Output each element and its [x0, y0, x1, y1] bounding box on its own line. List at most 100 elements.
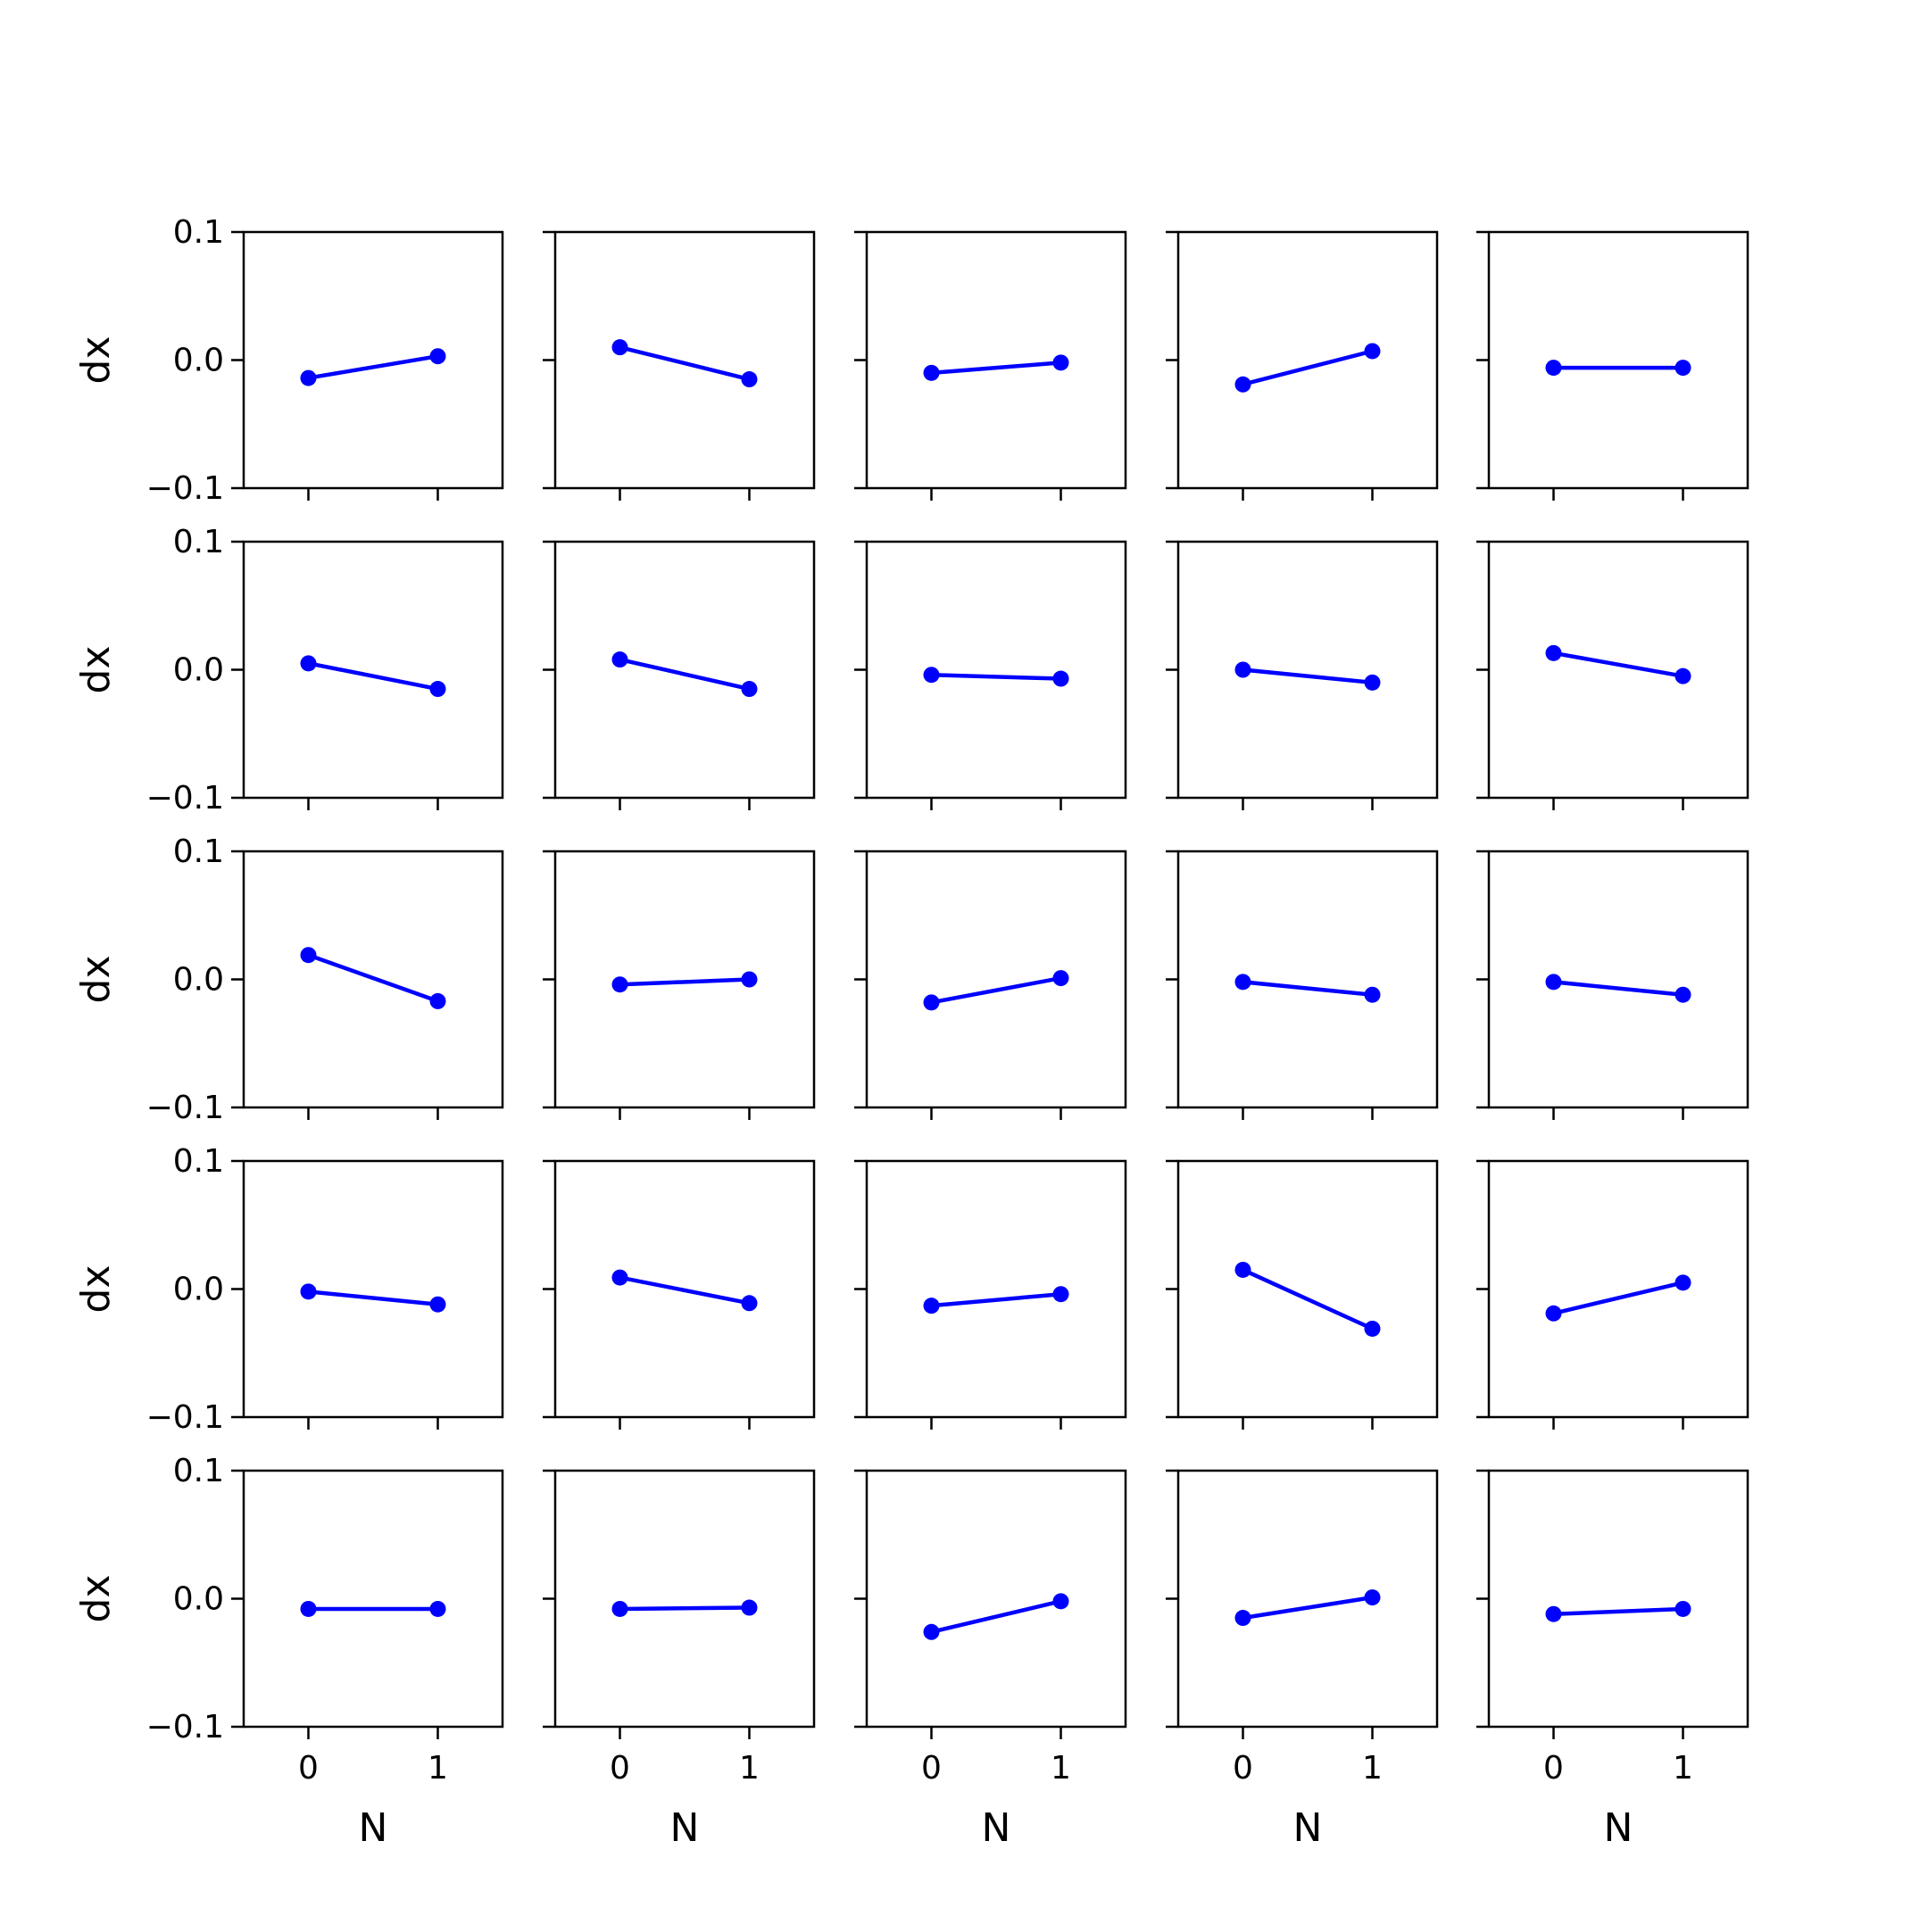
axes-frame	[1487, 540, 1749, 800]
y-tick-label: 0.1	[173, 1453, 224, 1489]
subplot-r2-c3	[854, 540, 1127, 810]
x-tick-label: 0	[1233, 1750, 1253, 1787]
series-line	[619, 344, 751, 382]
data-point	[741, 371, 758, 388]
series-line	[1553, 980, 1683, 997]
x-tick-label: 0	[921, 1750, 942, 1787]
series-line	[1242, 980, 1373, 997]
y-axis-label: dx	[73, 1575, 119, 1623]
x-axis-label: N	[1293, 1805, 1323, 1851]
axes-frame	[1176, 850, 1439, 1109]
y-tick-label: 0.1	[173, 214, 224, 251]
series-line	[308, 353, 438, 380]
axes-frame	[865, 1469, 1127, 1729]
data-point	[611, 1269, 628, 1286]
y-tick-label: 0.1	[173, 1143, 224, 1180]
data-point	[1364, 1320, 1381, 1337]
subplot-r4-c1: 0.1 0.0 −0.1 dx	[73, 1143, 504, 1436]
subplot-r2-c5	[1476, 540, 1749, 810]
data-point	[611, 976, 628, 993]
y-tick-label: 0.1	[173, 833, 224, 870]
data-point	[1364, 343, 1381, 360]
subplot-r5-c2: 0 1 N	[543, 1469, 816, 1851]
subplot-r2-c1: 0.1 0.0 −0.1 dx	[73, 524, 504, 817]
data-point	[1052, 1286, 1069, 1303]
subplot-r1-c5	[1476, 230, 1749, 501]
x-tick-label: 1	[428, 1750, 448, 1787]
axes-frame	[1176, 1159, 1439, 1419]
data-point	[429, 992, 446, 1009]
subplot-r5-c1: 0.1 0.0 −0.1 0 1 dx N	[73, 1453, 504, 1851]
data-point	[1052, 670, 1069, 687]
series-line	[1242, 349, 1374, 386]
x-tick-label: 0	[298, 1750, 319, 1787]
series-line	[931, 672, 1061, 681]
series-line	[307, 953, 439, 1004]
y-axis-label: dx	[73, 1265, 119, 1314]
series-line	[308, 661, 438, 692]
axes-frame	[865, 540, 1127, 800]
data-point	[1364, 674, 1381, 691]
series-line	[1553, 651, 1683, 678]
data-point	[1545, 1305, 1562, 1322]
subplot-r3-c2	[543, 850, 816, 1120]
subplot-r1-c1: 0.1 0.0 −0.1 dx	[73, 214, 504, 507]
data-point	[741, 1295, 758, 1312]
data-point	[1364, 1589, 1381, 1606]
y-tick-label: 0.0	[173, 1581, 224, 1618]
series-line	[931, 361, 1061, 376]
x-tick-label: 1	[1051, 1750, 1071, 1787]
axes-frame	[553, 1469, 816, 1729]
data-point	[300, 947, 317, 964]
data-point	[300, 1283, 317, 1300]
data-point	[1545, 1605, 1562, 1622]
subplot-r2-c4	[1166, 540, 1439, 810]
data-point	[1234, 1610, 1251, 1627]
axes-frame	[1176, 1469, 1439, 1729]
x-tick-label: 0	[610, 1750, 630, 1787]
axes-frame	[1487, 1159, 1749, 1419]
axes-frame	[242, 1469, 504, 1729]
data-point	[1234, 974, 1251, 991]
data-point	[300, 655, 317, 672]
y-tick-label: 0.0	[173, 962, 224, 999]
series-line	[308, 1289, 438, 1306]
data-point	[1052, 970, 1069, 987]
subplot-r4-c5	[1476, 1159, 1749, 1430]
series-line	[1242, 1267, 1374, 1331]
data-point	[741, 1599, 758, 1616]
subplot-r1-c3	[854, 230, 1127, 501]
axes-frame	[242, 230, 504, 490]
series-line	[619, 1605, 750, 1612]
axes-frame	[1176, 230, 1439, 490]
data-point	[741, 681, 758, 698]
y-tick-label: −0.1	[146, 1709, 224, 1745]
axes-frame	[865, 1159, 1127, 1419]
y-axis-label: dx	[73, 336, 119, 385]
y-tick-label: −0.1	[146, 1399, 224, 1436]
x-tick-label: 1	[739, 1750, 760, 1787]
data-point	[1234, 376, 1251, 393]
subplot-r4-c3	[854, 1159, 1127, 1430]
data-point	[923, 1623, 940, 1640]
y-axis-label: dx	[73, 956, 119, 1004]
axes-frame	[865, 230, 1127, 490]
series-line	[1553, 1606, 1683, 1616]
data-point	[1675, 667, 1691, 684]
axes-frame	[553, 230, 816, 490]
data-point	[300, 1600, 317, 1617]
data-point	[1234, 661, 1251, 678]
data-point	[611, 1600, 628, 1617]
data-point	[1545, 644, 1562, 661]
subplot-r3-c4	[1166, 850, 1439, 1120]
data-point	[1545, 360, 1562, 377]
series-line	[619, 657, 750, 692]
subplot-r3-c5	[1476, 850, 1749, 1120]
subplot-r1-c2	[543, 230, 816, 501]
y-tick-label: 0.0	[173, 652, 224, 689]
x-axis-label: N	[1604, 1805, 1633, 1851]
axes-frame	[1487, 1469, 1749, 1729]
subplot-r4-c4	[1166, 1159, 1439, 1430]
